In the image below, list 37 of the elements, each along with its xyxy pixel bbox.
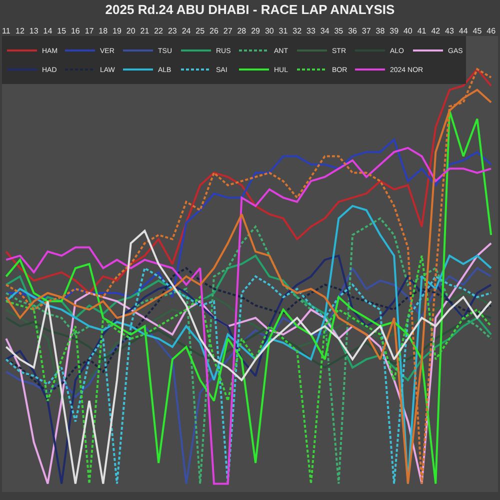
x-tick-label: 19 (112, 26, 122, 36)
chart-title: 2025 Rd.24 ABU DHABI - RACE LAP ANALYSIS (105, 2, 396, 18)
x-tick-label: 11 (2, 26, 11, 36)
x-tick-label: 17 (84, 26, 94, 36)
x-tick-label: 33 (306, 26, 316, 36)
x-tick-label: 40 (403, 26, 413, 36)
x-tick-label: 44 (458, 26, 468, 36)
x-tick-label: 31 (278, 26, 288, 36)
x-tick-label: 23 (168, 26, 178, 36)
x-tick-label: 25 (196, 26, 206, 36)
x-tick-label: 13 (29, 26, 39, 36)
x-tick-label: 22 (154, 26, 164, 36)
x-tick-label: 26 (210, 26, 219, 36)
x-tick-label: 46 (486, 26, 496, 36)
x-tick-label: 15 (57, 26, 67, 36)
x-tick-label: 28 (237, 26, 247, 36)
x-tick-label: 36 (348, 26, 358, 36)
x-tick-label: 29 (251, 26, 261, 36)
x-tick-label: 45 (472, 26, 482, 36)
x-tick-label: 42 (431, 26, 441, 36)
x-tick-label: 41 (417, 26, 427, 36)
x-tick-label: 20 (126, 26, 136, 36)
x-tick-label: 30 (264, 26, 274, 36)
x-tick-label: 37 (362, 26, 372, 36)
x-tick-label: 27 (223, 26, 233, 36)
x-tick-label: 38 (376, 26, 386, 36)
x-tick-label: 35 (334, 26, 344, 36)
x-tick-label: 24 (182, 26, 192, 36)
x-tick-label: 16 (70, 26, 80, 36)
x-tick-label: 14 (43, 26, 53, 36)
x-tick-label: 43 (445, 26, 455, 36)
x-tick-label: 39 (390, 26, 400, 36)
x-tick-label: 32 (292, 26, 302, 36)
x-tick-label: 18 (98, 26, 108, 36)
x-tick-label: 34 (320, 26, 330, 36)
x-tick-label: 12 (16, 26, 26, 36)
x-tick-label: 21 (140, 26, 150, 36)
